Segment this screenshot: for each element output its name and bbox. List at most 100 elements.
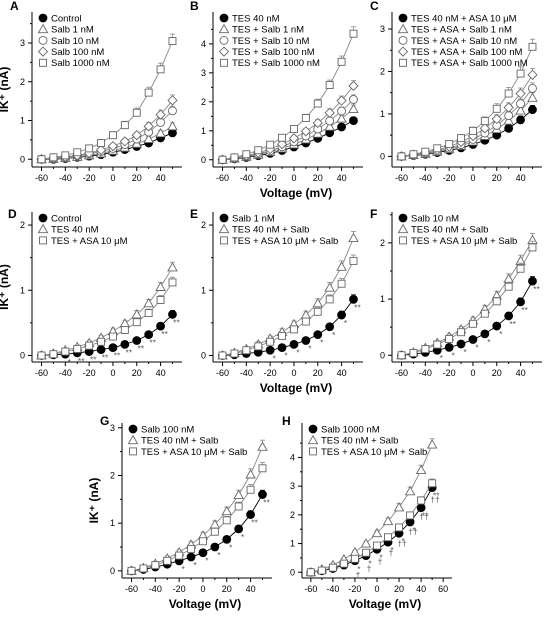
y-tick-label: 2 — [201, 220, 206, 230]
data-point — [186, 552, 196, 562]
legend-label: TES + ASA 10 μM + Salb — [321, 447, 427, 458]
data-point — [168, 278, 177, 287]
data-point — [97, 337, 105, 346]
y-tick-label: 3 — [290, 481, 295, 491]
data-point — [313, 330, 323, 340]
x-tick-label: 20 — [132, 368, 142, 378]
data-point — [491, 113, 502, 125]
data-point — [528, 276, 537, 286]
data-point — [415, 464, 427, 475]
data-point — [337, 57, 346, 66]
data-point — [406, 511, 415, 520]
data-point — [120, 121, 129, 130]
legend-marker — [128, 424, 138, 434]
legend-label: TES + Salb 10 nM — [232, 36, 309, 47]
data-point — [246, 510, 255, 519]
data-point — [167, 262, 178, 272]
data-point — [198, 548, 208, 558]
data-point — [516, 297, 525, 307]
data-point — [290, 325, 298, 334]
data-point — [444, 342, 454, 352]
legend-marker — [219, 213, 229, 223]
data-point — [155, 109, 166, 120]
data-point — [144, 88, 153, 97]
significance-mark: ** — [422, 511, 429, 521]
legend-label: TES 40 nM + Salb — [232, 225, 309, 236]
x-tick-label: 40 — [156, 173, 166, 183]
data-point — [306, 568, 315, 577]
series-2 — [397, 82, 537, 161]
data-point — [313, 307, 322, 316]
x-tick-label: 20 — [313, 173, 323, 183]
data-point — [528, 243, 537, 252]
data-point — [528, 105, 537, 115]
data-point — [348, 80, 359, 92]
data-point — [277, 343, 287, 353]
data-point — [349, 546, 361, 557]
legend-label: TES + ASA + Salb 10 nM — [411, 36, 517, 47]
x-tick-label: -20 — [83, 368, 96, 378]
significance-mark: * — [390, 545, 394, 555]
legend-label: TES 40 nM + ASA 10 μM — [411, 13, 517, 24]
data-point — [120, 339, 130, 349]
significance-mark: ** — [173, 317, 180, 327]
y-tick-label: 1 — [20, 116, 25, 126]
y-tick-label: 2 — [380, 66, 385, 76]
significance-mark: ** — [533, 284, 540, 294]
data-point — [445, 335, 454, 343]
legend-marker — [397, 23, 409, 34]
data-point — [515, 105, 526, 115]
data-point — [168, 106, 177, 116]
significance-mark: ** — [137, 343, 144, 353]
x-tick-label: -40 — [419, 368, 432, 378]
data-point — [95, 144, 107, 156]
data-point — [218, 155, 227, 164]
legend-label: Salb 1000 nM — [51, 58, 110, 69]
significance-mark: * — [332, 330, 336, 340]
legend-marker — [399, 58, 407, 67]
data-point — [175, 551, 184, 560]
data-point — [362, 548, 370, 557]
data-point — [143, 133, 154, 144]
data-point — [492, 104, 501, 113]
data-point — [469, 319, 477, 328]
data-point — [404, 485, 416, 496]
data-point — [156, 65, 165, 74]
y-tick-label: 1 — [380, 294, 385, 304]
data-point — [221, 505, 233, 516]
x-tick-label: -60 — [35, 368, 48, 378]
data-point — [278, 133, 286, 142]
series-2 — [37, 276, 177, 360]
x-tick-label: -20 — [173, 584, 186, 594]
data-point — [254, 342, 263, 351]
x-axis-title: Voltage (mV) — [169, 597, 241, 611]
data-point — [433, 340, 442, 349]
legend-label: TES + Salb 1 nM — [232, 25, 304, 36]
y-tick-label: 0 — [380, 151, 385, 161]
y-tick-label: 2 — [201, 97, 206, 107]
data-point — [445, 140, 454, 149]
significance-mark: ** — [433, 491, 440, 501]
data-point — [516, 115, 525, 125]
significance-mark: * — [217, 550, 221, 560]
data-point — [288, 133, 300, 144]
data-point — [492, 297, 501, 306]
data-point — [339, 559, 348, 568]
legend-label: TES + ASA 10 μM + Salb — [411, 236, 517, 247]
x-tick-label: -40 — [326, 584, 339, 594]
x-axis-title: Voltage (mV) — [349, 597, 421, 611]
data-point — [337, 106, 347, 116]
series-line — [222, 120, 354, 161]
data-point — [395, 523, 404, 532]
legend-marker — [38, 35, 48, 45]
legend-label: Salb 1 nM — [51, 25, 94, 36]
data-point — [371, 527, 383, 538]
series-line — [131, 446, 263, 572]
x-tick-label: -60 — [35, 173, 48, 183]
legend-label: TES + ASA + Salb 100 nM — [411, 47, 523, 58]
data-point — [360, 538, 372, 548]
